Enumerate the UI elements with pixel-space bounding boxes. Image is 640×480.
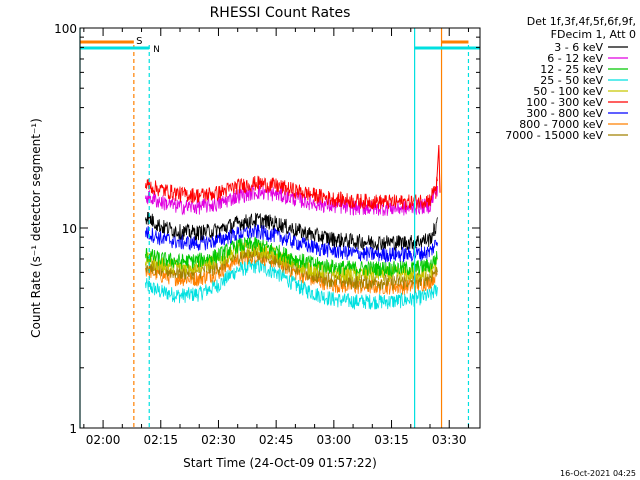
legend-label: 50 - 100 keV (533, 85, 603, 98)
y-axis-label: Count Rate (s⁻¹ detector segment⁻¹) (29, 118, 43, 338)
legend-label: 300 - 800 keV (526, 107, 603, 120)
legend-label: 25 - 50 keV (540, 74, 603, 87)
series-line-300-800-kev (144, 223, 438, 264)
data-layer (144, 144, 441, 310)
x-tick-label: 03:15 (374, 433, 409, 447)
x-tick-label: 02:45 (259, 433, 294, 447)
flare-spike (435, 144, 441, 199)
legend-label: 12 - 25 keV (540, 63, 603, 76)
series-line-12-25-kev (144, 236, 438, 278)
series-line-25-50-kev (144, 258, 438, 310)
legend-label: 100 - 300 keV (526, 96, 603, 109)
x-tick-label: 02:00 (86, 433, 121, 447)
x-tick-label: 03:30 (432, 433, 467, 447)
axis-layer: 02:00 02:15 02:30 02:45 03:00 03:15 03:30 1 10 10… (54, 22, 480, 447)
x-tick-label: 03:00 (317, 433, 352, 447)
legend-label: 6 - 12 keV (547, 52, 603, 65)
legend-header-line-2: FDecim 1, Att 0 (551, 28, 636, 41)
flag-label-n: N (153, 45, 160, 55)
x-tick-label: 02:30 (201, 433, 236, 447)
legend-label: 7000 - 15000 keV (505, 129, 603, 142)
series-line-100-300-kev (144, 175, 438, 211)
legend-label: 800 - 7000 keV (519, 118, 603, 131)
legend-label: 3 - 6 keV (554, 41, 603, 54)
y-tick-label: 10 (62, 222, 77, 236)
flag-label-s: S (136, 36, 142, 47)
x-tick-label: 02:15 (143, 433, 178, 447)
legend: Det 1f,3f,4f,5f,6f,9f, FDecim 1, Att 0 3… (505, 15, 636, 142)
y-tick-label: 100 (54, 22, 77, 36)
chart-title: RHESSI Count Rates (210, 5, 351, 21)
footer-date: 16-Oct-2021 04:25 (560, 469, 636, 478)
y-tick-label: 1 (69, 422, 77, 436)
series-line-3-6-kev (144, 212, 438, 252)
x-axis-label: Start Time (24-Oct-09 01:57:22) (183, 456, 377, 470)
legend-header-line-1: Det 1f,3f,4f,5f,6f,9f, (527, 15, 636, 28)
